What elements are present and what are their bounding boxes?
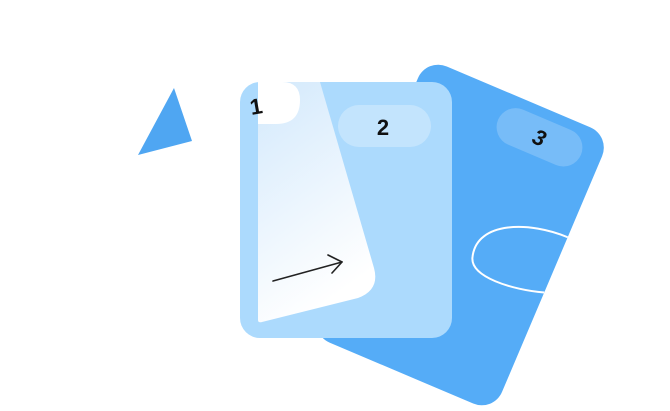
card-3-wave	[471, 225, 569, 294]
arrow-right-icon	[272, 254, 343, 282]
card-2-badge	[338, 105, 431, 147]
card-1-label: 1	[248, 93, 264, 120]
card-1[interactable]: 1	[248, 82, 376, 323]
card-1-body	[258, 82, 376, 323]
triangle-shape	[138, 88, 192, 155]
card-2-label: 2	[377, 115, 389, 140]
card-1-badge	[258, 82, 300, 124]
card-3-badge	[496, 108, 583, 167]
